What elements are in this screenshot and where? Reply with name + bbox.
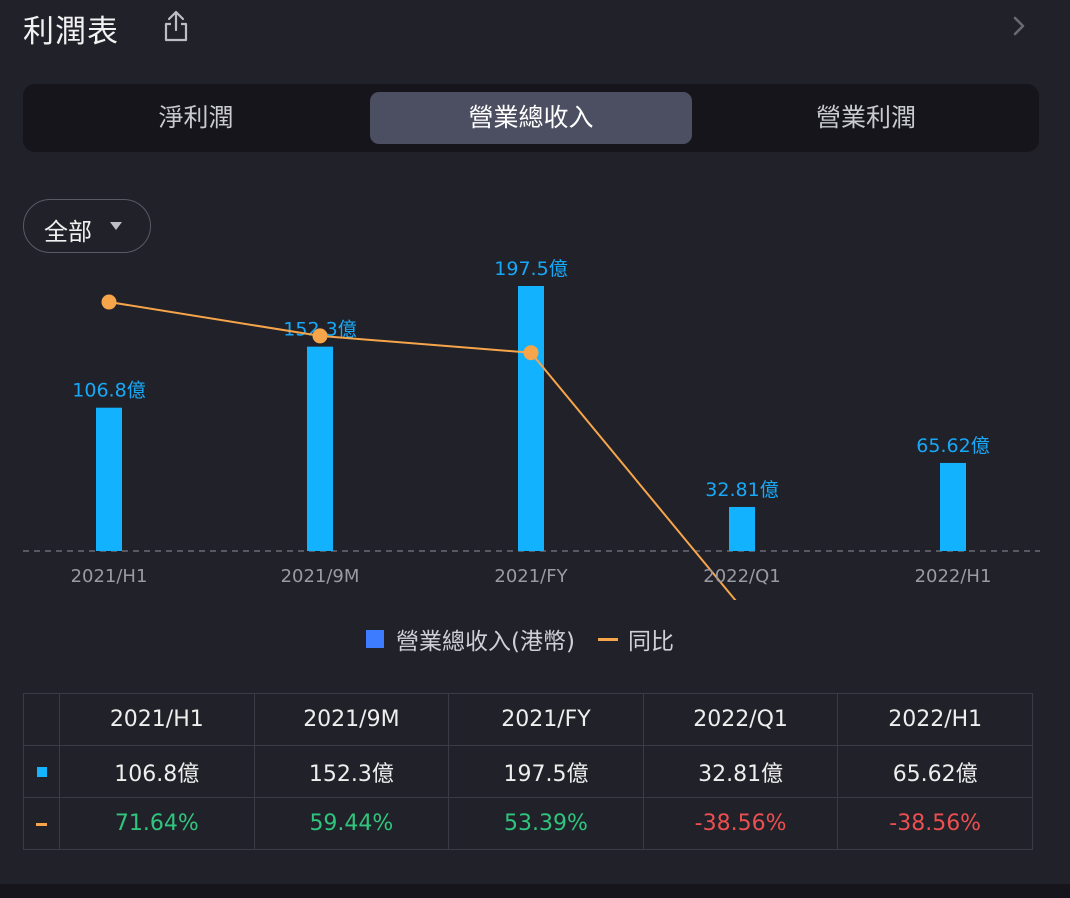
revenue-square-icon <box>36 767 47 777</box>
x-tick-label: 2022/Q1 <box>703 566 781 587</box>
revenue-marker-cell <box>23 745 60 798</box>
legend-bar-swatch <box>366 630 384 648</box>
tab-bar: 淨利潤 營業總收入 營業利潤 <box>23 84 1039 152</box>
legend-line-swatch <box>598 638 618 641</box>
yoy-point <box>312 328 328 344</box>
table-corner-cell <box>23 693 60 746</box>
bar-value-label: 197.5億 <box>494 258 567 280</box>
growth-marker-cell <box>23 797 60 850</box>
revenue-cell: 32.81億 <box>642 745 839 798</box>
growth-cell: -38.56% <box>837 797 1033 850</box>
revenue-bar <box>518 286 544 551</box>
period-filter-dropdown[interactable]: 全部 <box>23 199 151 253</box>
page-title: 利潤表 <box>23 14 119 50</box>
x-tick-label: 2021/9M <box>281 566 360 587</box>
revenue-bar <box>729 506 755 551</box>
table-header-cell: 2021/H1 <box>59 693 255 746</box>
table-header-cell: 2021/FY <box>448 693 644 746</box>
x-tick-label: 2021/FY <box>494 566 568 587</box>
legend-line-label: 同比 <box>628 629 674 655</box>
yoy-point <box>101 294 117 310</box>
revenue-bar <box>307 346 333 551</box>
revenue-bar <box>940 462 966 551</box>
bar-value-label: 32.81億 <box>705 479 778 501</box>
tab-operating-profit[interactable]: 營業利潤 <box>815 103 916 132</box>
yoy-point <box>523 345 539 361</box>
bar-value-label: 106.8億 <box>72 380 145 402</box>
revenue-cell: 65.62億 <box>837 745 1033 798</box>
table-row-growth: 71.64% 59.44% 53.39% -38.56% -38.56% <box>23 797 1033 850</box>
revenue-cell: 106.8億 <box>59 745 255 798</box>
x-tick-label: 2022/H1 <box>915 566 992 587</box>
x-tick-label: 2021/H1 <box>71 566 148 587</box>
table-header-row: 2021/H1 2021/9M 2021/FY 2022/Q1 2022/H1 <box>23 693 1033 746</box>
revenue-cell: 197.5億 <box>448 745 644 798</box>
growth-cell: -38.56% <box>642 797 839 850</box>
growth-cell: 53.39% <box>448 797 644 850</box>
share-icon[interactable] <box>160 8 192 44</box>
caret-down-icon <box>110 222 122 230</box>
bottom-bar <box>0 884 1070 898</box>
chevron-right-icon[interactable] <box>1008 10 1032 42</box>
growth-cell: 71.64% <box>59 797 255 850</box>
header: 利潤表 <box>0 0 1070 60</box>
table-header-cell: 2022/Q1 <box>642 693 839 746</box>
tab-total-revenue[interactable]: 營業總收入 <box>370 92 692 144</box>
tab-net-profit[interactable]: 淨利潤 <box>158 103 234 132</box>
filter-label: 全部 <box>44 218 92 246</box>
table-row-revenue: 106.8億 152.3億 197.5億 32.81億 65.62億 <box>23 745 1033 798</box>
data-table: 2021/H1 2021/9M 2021/FY 2022/Q1 2022/H1 … <box>23 693 1033 850</box>
table-header-cell: 2022/H1 <box>837 693 1033 746</box>
bar-value-label: 65.62億 <box>916 435 989 457</box>
growth-cell: 59.44% <box>253 797 450 850</box>
growth-dash-icon <box>36 822 47 826</box>
revenue-bar <box>96 407 122 551</box>
table-header-cell: 2021/9M <box>253 693 450 746</box>
legend-bar-label: 營業總收入(港幣) <box>396 629 575 655</box>
revenue-cell: 152.3億 <box>253 745 450 798</box>
